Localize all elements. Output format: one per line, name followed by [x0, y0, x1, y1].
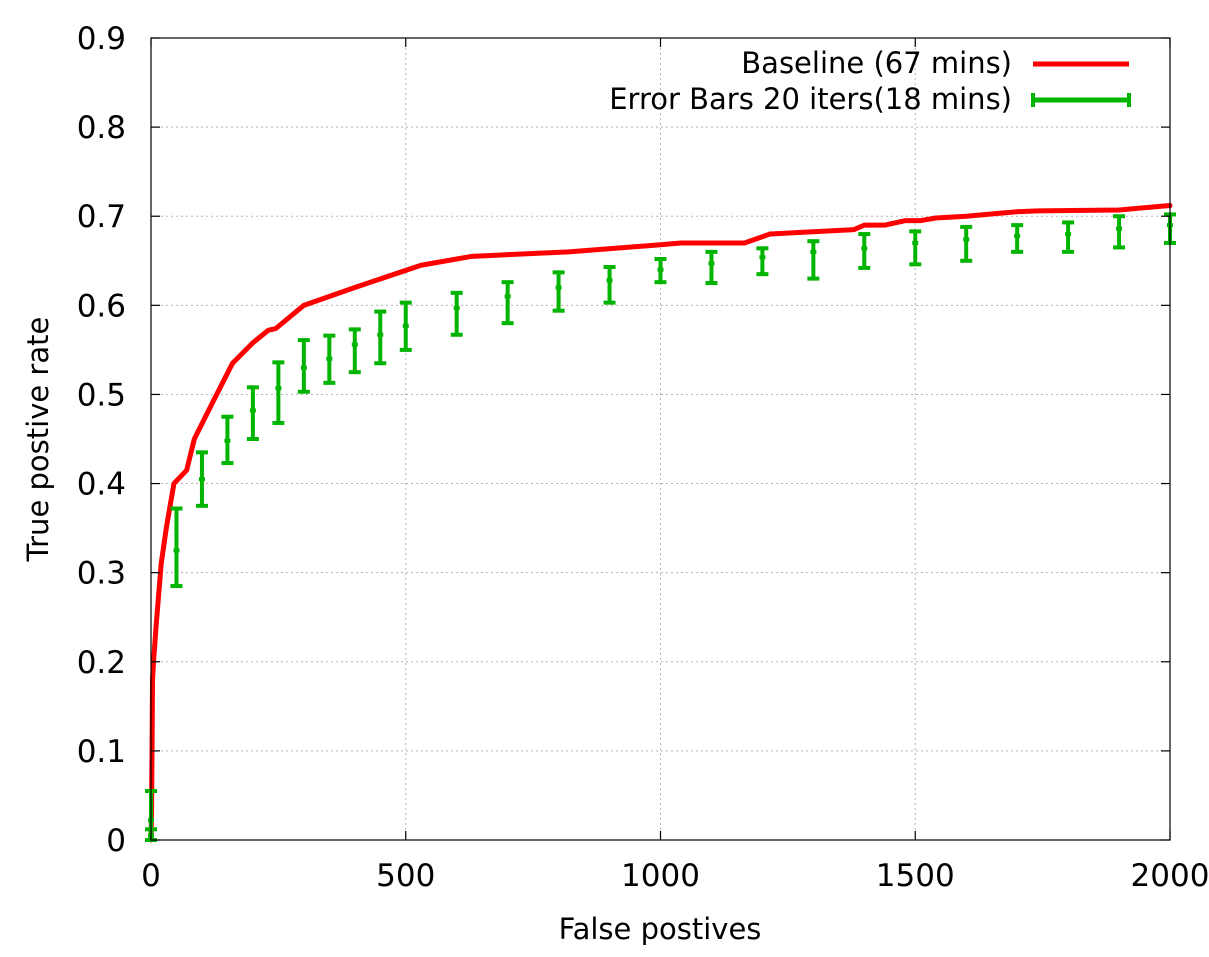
tick-labels: 0 0.1 0.2 0.3 0.4 0.5 0.6 0.7 0.8 0.9 0 500 1000 1500… [77, 21, 1209, 894]
error-bar [858, 232, 871, 270]
error-bar [450, 290, 463, 337]
y-tick-label: 0 [106, 823, 126, 859]
error-bar [246, 385, 259, 441]
error-bar [756, 246, 769, 277]
y-tick-label: 0.7 [77, 199, 126, 235]
y-tick-label: 0.6 [77, 288, 126, 324]
y-axis-label: True postive rate [21, 317, 55, 563]
error-bar [960, 224, 973, 263]
error-bar [654, 256, 667, 285]
y-tick-label: 0.9 [77, 21, 126, 57]
legend-swatch-error-bars [1031, 93, 1131, 107]
y-tick-label: 0.2 [77, 645, 126, 681]
error-bar [552, 270, 565, 313]
error-bar [1062, 220, 1075, 254]
error-bar [705, 249, 718, 286]
x-axis-label: False postives [559, 912, 762, 946]
x-tick-label: 500 [376, 858, 435, 894]
error-bar [195, 450, 208, 508]
x-tick-label: 1500 [876, 858, 955, 894]
legend-label-baseline: Baseline (67 mins) [741, 46, 1012, 80]
error-bar [374, 309, 387, 366]
series-layer [145, 203, 1176, 843]
y-tick-label: 0.3 [77, 556, 126, 592]
error-bar [501, 280, 514, 326]
error-bar [272, 360, 285, 425]
legend: Baseline (67 mins) Error Bars 20 iters(1… [609, 46, 1131, 116]
error-bar [399, 300, 412, 352]
error-bar [1011, 223, 1024, 254]
legend-label-error-bars: Error Bars 20 iters(18 mins) [609, 82, 1012, 116]
y-tick-label: 0.4 [77, 467, 126, 503]
error-bar [221, 414, 234, 466]
error-bar [807, 239, 820, 281]
y-tick-label: 0.5 [77, 377, 126, 413]
y-tick-label: 0.8 [77, 110, 126, 146]
error-bar [323, 333, 336, 385]
y-tick-label: 0.1 [77, 734, 126, 770]
error-bar [170, 506, 183, 589]
baseline-series-line [148, 203, 1173, 843]
error-bar [348, 327, 361, 375]
grid [151, 38, 1170, 840]
error-bar [297, 338, 310, 394]
x-tick-label: 1000 [621, 858, 700, 894]
error-bar [909, 229, 922, 267]
error-bar [603, 265, 616, 305]
x-tick-label: 2000 [1131, 858, 1209, 894]
x-tick-label: 0 [141, 858, 161, 894]
error-bar [1113, 214, 1126, 250]
ticks [150, 37, 1171, 841]
